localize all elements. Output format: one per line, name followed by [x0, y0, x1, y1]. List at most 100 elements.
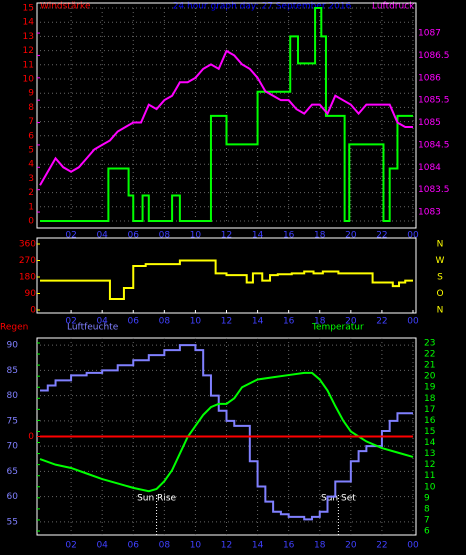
- yticks-label: 12: [23, 46, 34, 56]
- x-tick-label: 14: [252, 231, 264, 241]
- x-tick-label: 10: [190, 231, 202, 241]
- y2ticks-label: N: [437, 240, 444, 250]
- yticks-label: 55: [7, 517, 18, 527]
- yticks-label: 3: [28, 174, 34, 184]
- yticks-label: 6: [28, 131, 34, 141]
- series-line: [39, 49, 413, 186]
- x-tick-label: 16: [283, 231, 295, 241]
- yticks-label: 10: [23, 75, 35, 85]
- x-tick-label: 06: [128, 541, 140, 551]
- humidity-label: Luftfeuchte: [67, 323, 119, 333]
- yticks-label: 11: [23, 60, 34, 70]
- x-tick-label: 04: [96, 541, 108, 551]
- rain-label: Regen: [0, 323, 28, 333]
- yticks-label: 13: [23, 32, 34, 42]
- x-tick-label: 08: [159, 317, 171, 327]
- y2ticks-label: 18: [424, 394, 436, 404]
- pressure-label: Luftdruck: [372, 2, 415, 12]
- y2ticks-label: 1084.5: [418, 140, 450, 150]
- series-line: [39, 371, 414, 493]
- x-tick-label: 22: [376, 317, 387, 327]
- x-tick-label: 18: [314, 317, 326, 327]
- y2ticks-label: 8: [424, 504, 430, 514]
- temperature-label: Temperatur: [311, 323, 364, 333]
- wind-speed-label: Windstärke: [40, 2, 91, 12]
- x-tick-label: 20: [345, 541, 357, 551]
- y2ticks-label: 17: [424, 405, 435, 415]
- y2ticks-label: 1086.5: [418, 51, 450, 61]
- chart-title: 24 hour graph day: 27 September 2016: [173, 2, 352, 12]
- y2ticks-label: 12: [424, 460, 435, 470]
- series-line: [40, 7, 413, 222]
- y2ticks-label: 1084: [418, 163, 441, 173]
- y2ticks-label: 1087: [418, 29, 441, 39]
- x-tick-label: 14: [252, 541, 264, 551]
- y2ticks-label: 19: [424, 383, 436, 393]
- yticks-label: 5: [28, 146, 34, 156]
- y2ticks-label: 1086: [418, 73, 441, 83]
- yticks-label: 14: [23, 18, 35, 28]
- y2ticks-label: O: [436, 289, 443, 299]
- series-line: [40, 344, 413, 521]
- x-tick-label: 18: [314, 541, 326, 551]
- yticks-label: 4: [28, 160, 34, 170]
- y2ticks-label: 14: [424, 438, 436, 448]
- x-tick-label: 22: [376, 541, 387, 551]
- y2ticks-label: 20: [424, 372, 436, 382]
- y2ticks-label: 9: [424, 493, 430, 503]
- yticks-label: 180: [19, 273, 36, 283]
- x-tick-label: 02: [65, 231, 76, 241]
- y2ticks-label: 10: [424, 482, 436, 492]
- yticks-label: 65: [7, 467, 18, 477]
- x-tick-label: 04: [96, 231, 108, 241]
- x-tick-label: 08: [159, 541, 171, 551]
- series-line: [40, 259, 413, 300]
- yticks-label: 90: [25, 289, 37, 299]
- y2ticks-label: N: [437, 306, 444, 316]
- y2ticks-label: W: [436, 256, 445, 266]
- x-tick-label: 14: [252, 317, 264, 327]
- yticks-label: 0: [28, 217, 34, 227]
- y2ticks-label: 11: [424, 471, 435, 481]
- x-tick-label: 12: [221, 231, 232, 241]
- x-tick-label: 00: [407, 231, 419, 241]
- yticks-label: 60: [7, 492, 19, 502]
- yticks-label: 85: [7, 366, 18, 376]
- y2ticks-label: 7: [424, 515, 430, 525]
- x-tick-label: 20: [345, 317, 357, 327]
- x-tick-label: 20: [345, 231, 357, 241]
- yticks-label: 7: [28, 117, 34, 127]
- y2ticks-label: 15: [424, 427, 435, 437]
- x-tick-label: 22: [376, 231, 387, 241]
- yticks-label: 90: [7, 341, 19, 351]
- x-tick-label: 02: [65, 541, 76, 551]
- y2ticks-label: 23: [424, 338, 435, 348]
- y2ticks-label: 16: [424, 416, 436, 426]
- y2ticks-label: 1083: [418, 208, 441, 218]
- y2ticks-label: 22: [424, 350, 435, 360]
- x-tick-label: 00: [407, 541, 419, 551]
- y2ticks-label: 6: [424, 527, 430, 537]
- x-tick-label: 18: [314, 231, 326, 241]
- x-tick-label: 06: [128, 231, 140, 241]
- yticks-label: 8: [28, 103, 34, 113]
- x-tick-label: 12: [221, 317, 232, 327]
- x-tick-label: 16: [283, 541, 295, 551]
- x-tick-label: 04: [96, 317, 108, 327]
- yticks-label: 0: [30, 306, 36, 316]
- y2ticks-label: 1085: [418, 118, 441, 128]
- yticks-label: 80: [7, 391, 19, 401]
- x-tick-label: 12: [221, 541, 232, 551]
- x-tick-label: 10: [190, 541, 202, 551]
- y3ticks-label: 0: [28, 432, 34, 442]
- yticks-label: 9: [28, 89, 34, 99]
- yticks-label: 75: [7, 416, 18, 426]
- annotation: Sun Set: [321, 494, 356, 504]
- y2ticks-label: 1085.5: [418, 96, 450, 106]
- x-tick-label: 08: [159, 231, 171, 241]
- x-tick-label: 06: [128, 317, 140, 327]
- plot-frame: [36, 2, 417, 229]
- x-tick-label: 10: [190, 317, 202, 327]
